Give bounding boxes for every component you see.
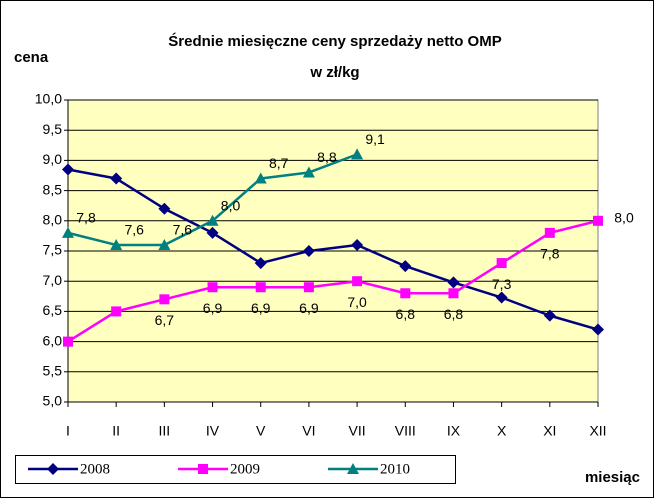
y-axis-label: cena — [14, 49, 49, 66]
data-point — [351, 148, 364, 160]
data-label: 8,0 — [614, 210, 634, 226]
data-label: 6,9 — [299, 300, 319, 316]
data-point — [543, 309, 556, 322]
legend-marker — [347, 463, 359, 474]
data-label: 6,9 — [203, 300, 223, 316]
data-point — [206, 214, 219, 226]
data-label: 8,7 — [269, 155, 289, 171]
data-label: 6,8 — [396, 306, 416, 322]
data-point — [302, 166, 315, 178]
data-point — [110, 238, 123, 250]
legend-marker — [198, 464, 208, 474]
x-tick-label: V — [256, 423, 266, 439]
data-label: 7,8 — [540, 246, 560, 262]
y-tick-label: 9,5 — [43, 121, 63, 137]
data-point — [158, 202, 171, 215]
y-tick-label: 7,5 — [43, 242, 63, 258]
x-axis-label: miesiąc — [585, 469, 640, 486]
x-tick-label: II — [112, 423, 120, 439]
data-point — [496, 258, 507, 269]
y-tick-label: 5,5 — [43, 363, 63, 379]
data-point — [207, 282, 218, 293]
y-tick-label: 8,0 — [43, 212, 63, 228]
x-tick-label: I — [66, 423, 70, 439]
x-tick-label: XII — [589, 423, 606, 439]
data-label: 7,8 — [76, 210, 96, 226]
data-point — [303, 282, 314, 293]
data-point — [254, 172, 267, 184]
data-point — [448, 288, 459, 299]
data-point — [254, 257, 267, 270]
data-point — [544, 227, 555, 238]
y-tick-label: 9,0 — [43, 151, 63, 167]
data-point — [495, 291, 508, 304]
x-tick-label: VII — [349, 423, 366, 439]
data-point — [206, 226, 219, 239]
series-line — [67, 168, 599, 331]
legend-label: 2008 — [80, 461, 110, 477]
chart-subtitle: w zł/kg — [309, 64, 359, 81]
data-point — [447, 276, 460, 289]
x-tick-label: III — [159, 423, 171, 439]
y-tick-label: 10,0 — [35, 91, 62, 107]
data-label: 8,8 — [317, 149, 337, 165]
data-point — [302, 245, 315, 257]
data-label: 8,0 — [221, 198, 241, 214]
y-tick-label: 6,0 — [43, 332, 63, 348]
legend-label: 2009 — [230, 461, 260, 477]
x-tick-label: XI — [543, 423, 556, 439]
data-label: 6,8 — [444, 306, 464, 322]
data-label: 6,9 — [251, 300, 271, 316]
legend-marker — [47, 463, 59, 475]
data-point — [63, 336, 73, 347]
data-label: 9,1 — [365, 131, 385, 147]
data-point — [159, 294, 170, 305]
data-point — [62, 226, 74, 238]
data-label: 7,6 — [124, 222, 144, 238]
x-tick-label: X — [497, 423, 507, 439]
data-label: 7,6 — [173, 222, 193, 238]
data-point — [352, 276, 363, 287]
data-point — [111, 306, 122, 317]
data-point — [110, 172, 123, 185]
y-tick-label: 8,5 — [43, 181, 63, 197]
x-tick-label: VI — [302, 423, 315, 439]
x-tick-label: VIII — [395, 423, 416, 439]
legend-label: 2010 — [380, 461, 410, 477]
chart-title: Średnie miesięczne ceny sprzedaży netto … — [168, 32, 501, 50]
x-tick-label: IX — [447, 423, 461, 439]
y-tick-label: 6,5 — [43, 302, 63, 318]
data-point — [351, 238, 364, 251]
y-tick-label: 5,0 — [43, 393, 63, 409]
data-label: 7,0 — [347, 294, 367, 310]
series-line — [67, 219, 599, 343]
y-tick-label: 7,0 — [43, 272, 63, 288]
data-point — [399, 260, 412, 273]
data-point — [400, 288, 411, 299]
data-label: 7,3 — [492, 276, 512, 292]
data-point — [593, 215, 603, 226]
data-point — [62, 163, 74, 176]
data-point — [592, 323, 604, 336]
legend-box — [15, 455, 456, 484]
data-point — [158, 238, 171, 250]
data-label: 6,7 — [155, 312, 175, 328]
data-point — [255, 282, 266, 293]
x-tick-label: IV — [206, 423, 220, 439]
